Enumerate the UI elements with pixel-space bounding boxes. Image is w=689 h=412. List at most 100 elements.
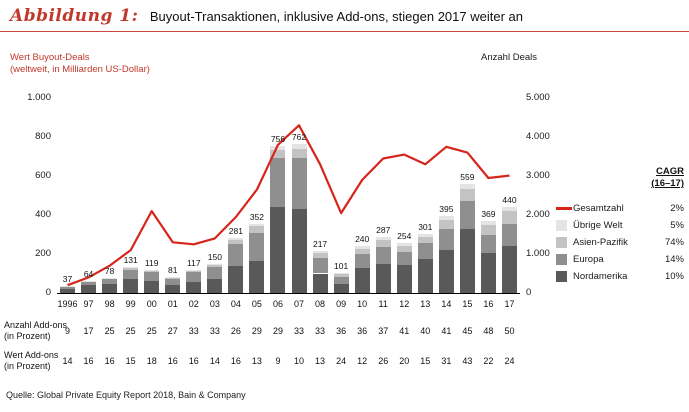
addon-count-value: 17 — [83, 326, 94, 336]
bar-segment-europa — [480, 234, 496, 254]
addon-value-row-label: Wert Add-ons (in Prozent) — [4, 350, 58, 372]
addon-value-pct-value: 15 — [125, 356, 136, 366]
bar-total-label: 81 — [168, 265, 178, 276]
y-axis-tick-label-right: 4.000 — [526, 131, 550, 142]
addon-count-value: 26 — [230, 326, 241, 336]
bar-segment-nordamerika — [312, 273, 328, 293]
x-axis-tick-label: 06 — [272, 299, 283, 309]
addon-count-row-label-line1: Anzahl Add-ons — [4, 320, 68, 330]
addon-value-pct-value: 12 — [357, 356, 368, 366]
bar-segment-nordamerika — [501, 246, 517, 293]
legend-item-label: Europa — [573, 254, 604, 265]
addon-count-value: 29 — [272, 326, 283, 336]
bar-segment-nordamerika — [396, 265, 412, 293]
bar-segment-europa — [165, 278, 181, 285]
addon-count-value: 48 — [483, 326, 494, 336]
legend-item-cagr-value: 5% — [670, 220, 684, 231]
bar-segment-nordamerika — [375, 264, 391, 293]
addon-count-value: 50 — [504, 326, 515, 336]
addon-count-value: 29 — [251, 326, 262, 336]
x-axis-tick-label: 00 — [146, 299, 157, 309]
bar-segment-asien-pazifik — [480, 224, 496, 235]
x-axis-tick-label: 01 — [167, 299, 178, 309]
bar-total-label: 301 — [418, 222, 433, 233]
bar-segment-asien-pazifik — [396, 246, 412, 253]
bar-segment-asien-pazifik — [249, 226, 265, 233]
bar-segment-uebrige-welt — [291, 144, 307, 149]
bar-segment-asien-pazifik — [375, 240, 391, 247]
bar-segment-europa — [270, 158, 286, 208]
addon-count-value: 25 — [125, 326, 136, 336]
addon-value-pct-value: 15 — [420, 356, 431, 366]
addon-count-value: 25 — [146, 326, 157, 336]
y-axis-tick-label-right: 0 — [526, 287, 532, 298]
bar-segment-uebrige-welt — [144, 269, 160, 271]
bar-segment-uebrige-welt — [123, 267, 139, 269]
bar-segment-europa — [81, 281, 97, 286]
bar-segment-europa — [60, 286, 76, 289]
addon-count-value: 40 — [420, 326, 431, 336]
source-note: Quelle: Global Private Equity Report 201… — [6, 390, 246, 400]
y-axis-tick-label-left: 1.000 — [27, 92, 51, 103]
y-axis-tick-label-right: 2.000 — [526, 209, 550, 220]
addon-value-pct-value: 22 — [483, 356, 494, 366]
addon-value-pct-value: 16 — [83, 356, 94, 366]
y-axis-tick-label-left: 600 — [35, 170, 51, 181]
nordamerika-color-swatch — [556, 271, 567, 282]
bar-segment-uebrige-welt — [270, 145, 286, 150]
bar-total-label: 101 — [334, 261, 349, 272]
x-axis-tick-label: 99 — [125, 299, 136, 309]
bar-total-label: 395 — [439, 203, 454, 214]
bar-total-label: 254 — [397, 231, 412, 242]
bar-segment-asien-pazifik — [417, 237, 433, 244]
bar-segment-nordamerika — [333, 284, 349, 293]
bar-segment-europa — [501, 223, 517, 247]
addon-value-pct-value: 9 — [275, 356, 281, 366]
bar-segment-asien-pazifik — [81, 280, 97, 282]
bar-total-label: 217 — [312, 238, 328, 249]
left-axis-caption-line1: Wert Buyout-Deals — [10, 52, 90, 63]
bar-segment-uebrige-welt — [417, 234, 433, 238]
bar-total-label: 150 — [207, 251, 222, 262]
bar-total-label: 64 — [83, 268, 94, 279]
bar-segment-nordamerika — [354, 268, 370, 293]
bar-segment-uebrige-welt — [333, 273, 349, 275]
bar-segment-asien-pazifik — [228, 239, 244, 245]
x-axis-tick-label: 04 — [230, 299, 241, 309]
figure-label: Abbildung 1: — [10, 6, 139, 26]
legend-item-cagr-value: 10% — [664, 271, 684, 282]
bar-segment-asien-pazifik — [207, 264, 223, 267]
bar-segment-asien-pazifik — [291, 148, 307, 159]
x-axis-tick-label: 09 — [336, 299, 347, 309]
bar-total-label: 440 — [502, 195, 517, 206]
legend-item-cagr-value: 14% — [664, 254, 684, 265]
bar-segment-asien-pazifik — [501, 211, 517, 224]
bar-segment-nordamerika — [291, 209, 307, 293]
addon-count-value: 33 — [315, 326, 326, 336]
europa-color-swatch — [556, 254, 567, 265]
cagr-period: (16–17) — [651, 178, 684, 189]
bar-segment-europa — [291, 158, 307, 210]
bar-segment-nordamerika — [207, 278, 223, 293]
legend-item-label: Nordamerika — [573, 271, 628, 282]
addon-count-value: 9 — [65, 326, 71, 336]
addon-count-value: 27 — [167, 326, 178, 336]
addon-count-value: 33 — [188, 326, 199, 336]
x-axis-line — [57, 293, 520, 294]
bar-segment-nordamerika — [102, 283, 118, 293]
addon-value-pct-value: 16 — [104, 356, 115, 366]
bar-segment-europa — [417, 243, 433, 260]
bar-segment-uebrige-welt — [501, 207, 517, 212]
addon-count-row-label-line2: (in Prozent) — [4, 331, 51, 341]
bar-segment-nordamerika — [270, 207, 286, 293]
legend-item-uebrige-welt: Übrige Welt 5% — [556, 217, 684, 234]
bar-total-label: 240 — [355, 234, 370, 245]
bar-segment-asien-pazifik — [123, 268, 139, 270]
addon-value-pct-value: 16 — [167, 356, 178, 366]
cagr-header: CAGR (16–17) — [556, 166, 684, 190]
y-axis-tick-label-left: 200 — [35, 248, 51, 259]
y-axis-tick-label-left: 400 — [35, 209, 51, 220]
bar-segment-uebrige-welt — [438, 215, 454, 220]
x-axis-tick-label: 14 — [441, 299, 452, 309]
